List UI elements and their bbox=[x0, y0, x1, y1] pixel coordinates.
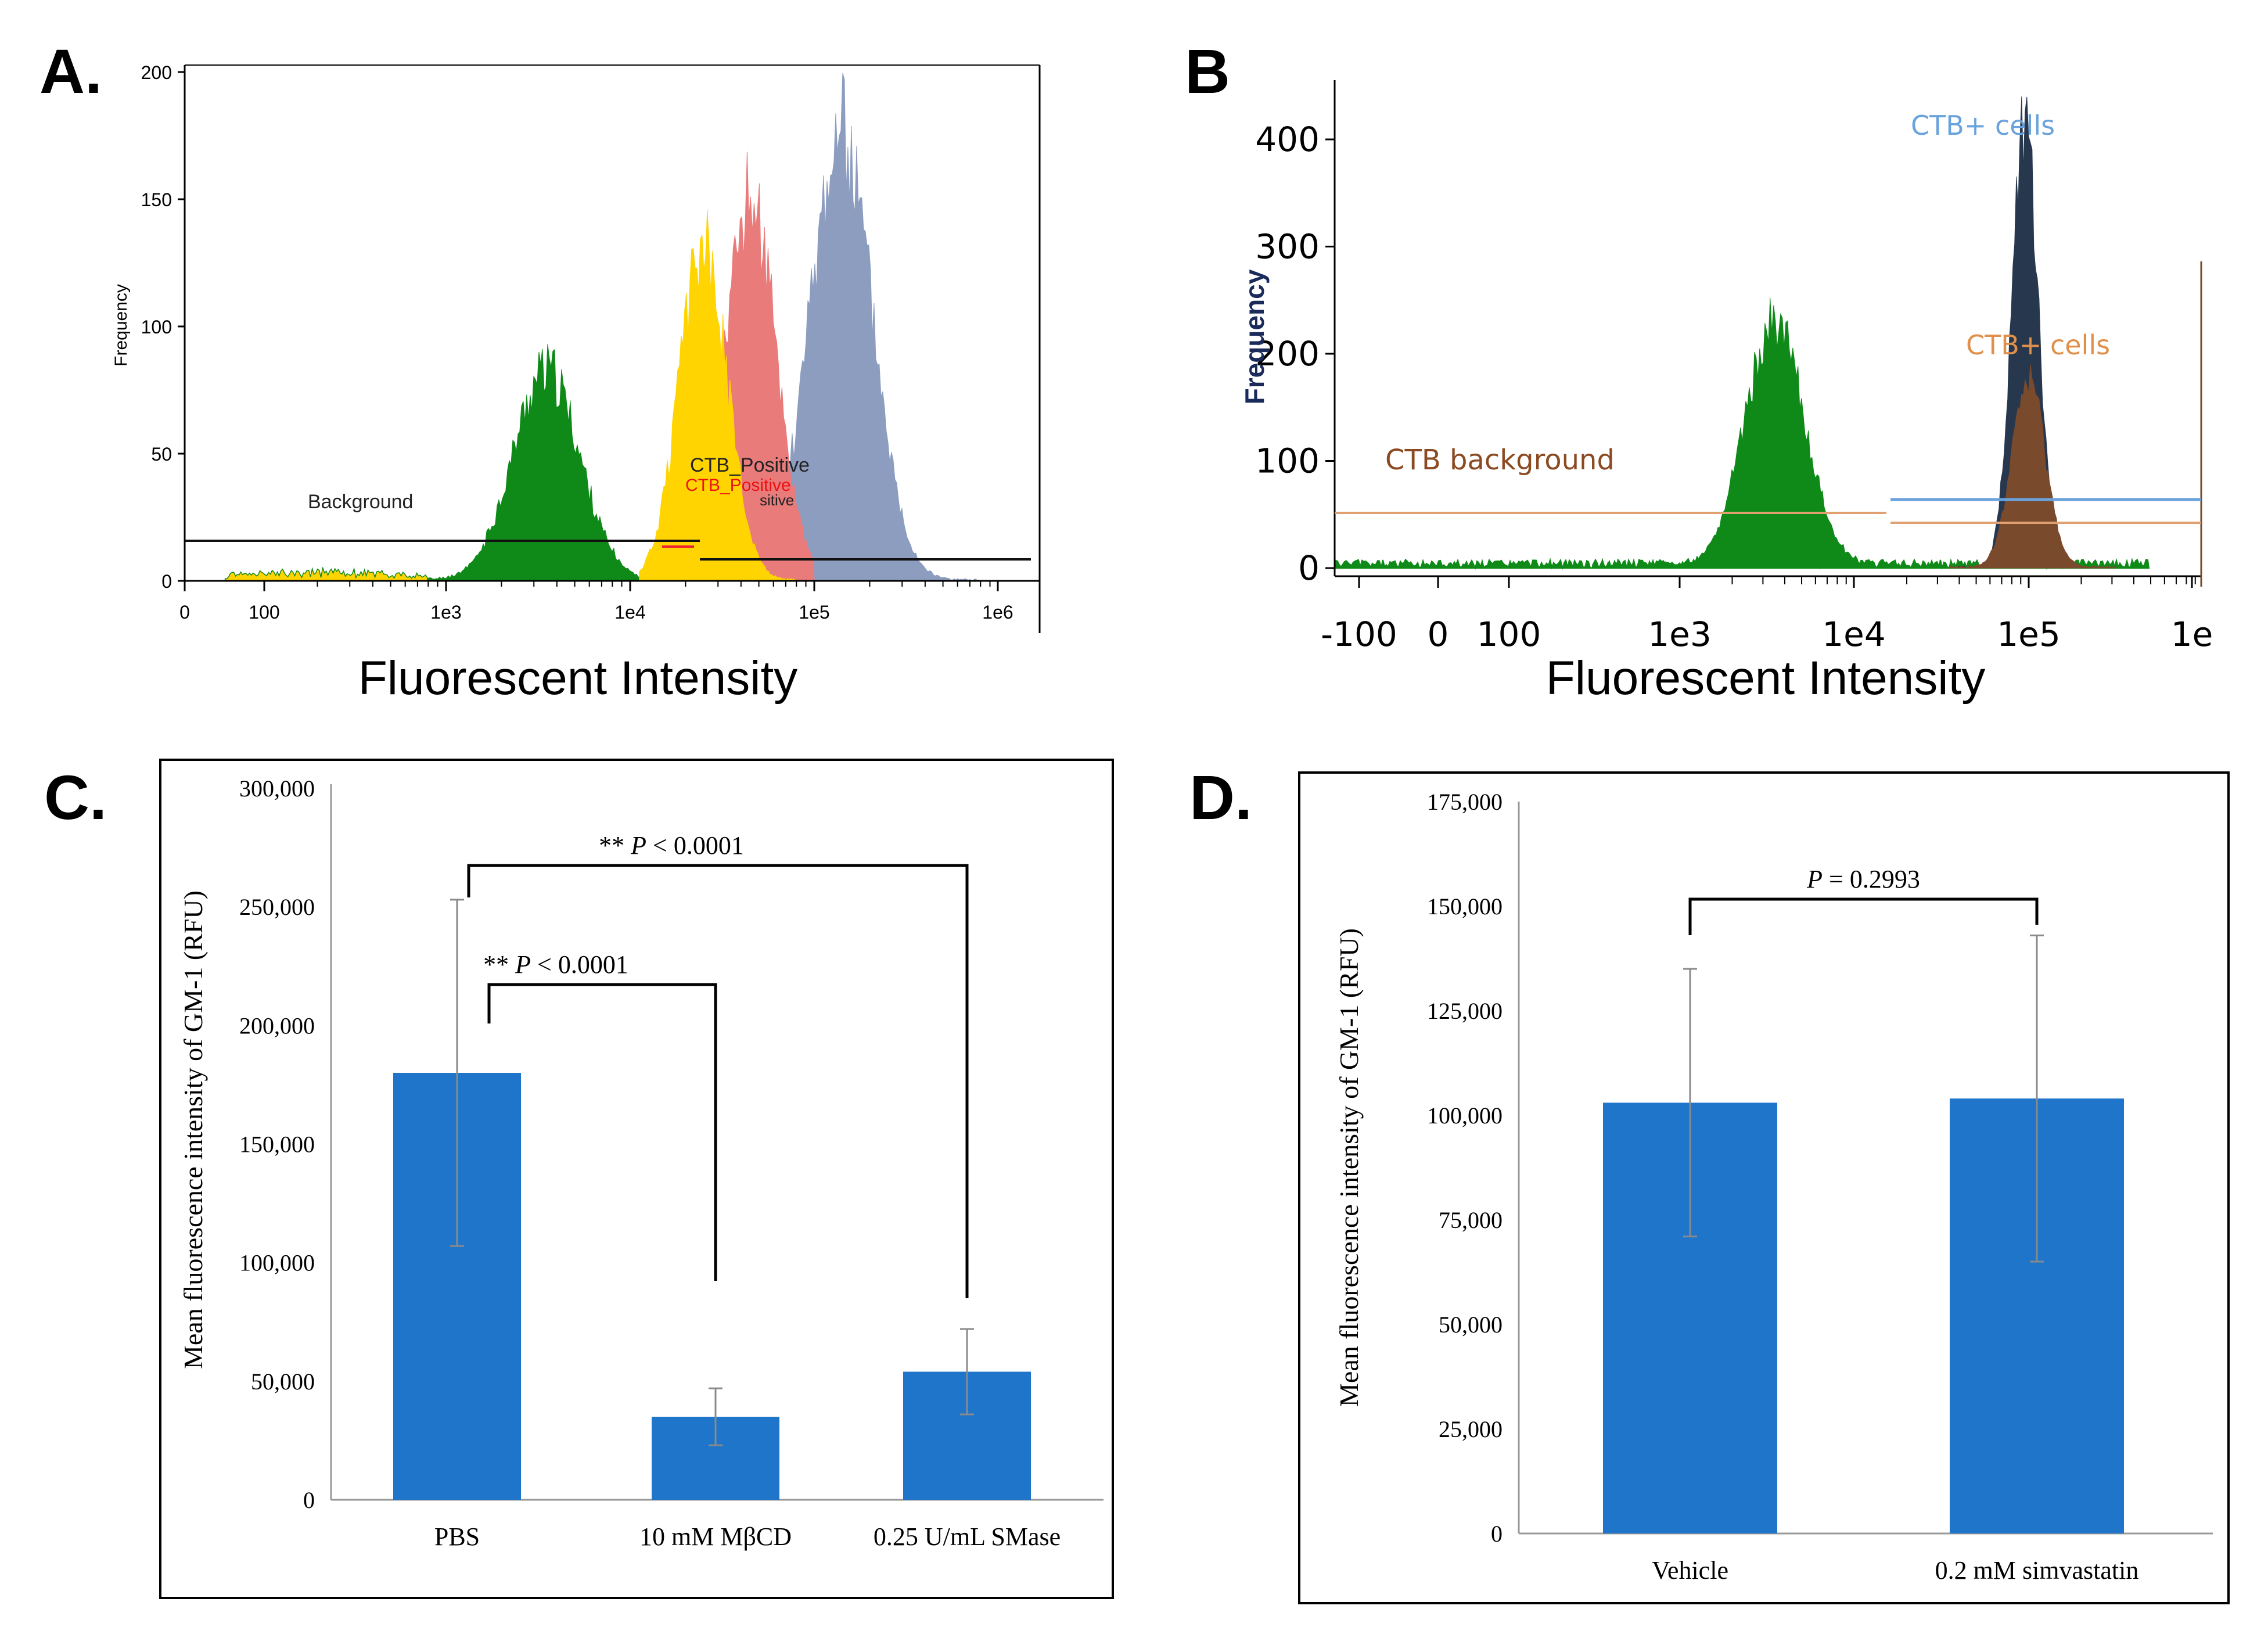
panel-a-annotation-sitive: sitive bbox=[760, 491, 794, 509]
panel-c-y-ticks: 0 50,000 100,000 150,000 200,000 250,000 300,0… bbox=[239, 775, 315, 1513]
panel-c-p-value: ** P < 0.0001 bbox=[483, 950, 628, 979]
panel-b-annotation-ctb-orange: CTB+ cells bbox=[1966, 329, 2110, 361]
panel-d-category-label: Vehicle bbox=[1652, 1556, 1728, 1585]
panel-d-y-label: Mean fluorescence intensity of GM-1 (RFU… bbox=[1334, 928, 1364, 1407]
panel-b-x-label: Fluorescent Intensity bbox=[1546, 652, 1986, 705]
panel-a-y-tick-label: 50 bbox=[151, 444, 172, 465]
panel-d-bars bbox=[1603, 934, 2124, 1533]
panel-a-y-tick-label: 200 bbox=[141, 62, 172, 83]
panel-b-x-tick-label: 1e4 bbox=[1822, 615, 1886, 654]
panel-a-x-tick-label: 100 bbox=[249, 602, 279, 623]
panel-a-annotation-background: Background bbox=[308, 491, 413, 513]
panel-b-y-ticks: 0 100 200 300 400 bbox=[1255, 120, 1335, 588]
panel-d-significance-bracket bbox=[1688, 897, 2039, 935]
panel-b-y-tick-label: 400 bbox=[1255, 120, 1320, 159]
panel-a-x-label: Fluorescent Intensity bbox=[358, 652, 798, 705]
panel-b-x-tick-label: 0 bbox=[1428, 615, 1449, 654]
panel-d-p-value: P = 0.2993 bbox=[1806, 865, 1920, 893]
panel-d-y-tick-label: 75,000 bbox=[1439, 1207, 1503, 1233]
panel-a-y-tick-label: 100 bbox=[141, 317, 172, 337]
panel-c-y-tick-label: 100,000 bbox=[239, 1250, 315, 1276]
panel-label-b: B bbox=[1185, 36, 1230, 106]
panel-c-y-tick-label: 200,000 bbox=[239, 1012, 315, 1039]
panel-b-x-tick-label: 100 bbox=[1477, 615, 1541, 654]
panel-d-y-tick-label: 175,000 bbox=[1427, 789, 1503, 815]
panel-label-d: D. bbox=[1189, 762, 1252, 832]
panel-a-y-ticks: 0 50 100 150 200 bbox=[141, 62, 185, 592]
panel-b-y-tick-label: 100 bbox=[1255, 441, 1320, 481]
panel-c-comparisons: ** P < 0.0001 ** P < 0.0001 bbox=[467, 831, 969, 1298]
panel-label-c: C. bbox=[44, 762, 107, 832]
panel-b-x-ticks: -100 0 100 1e3 1e4 1e5 1e bbox=[1321, 576, 2213, 654]
panel-d-bar-chart: 0 25,000 50,000 75,000 100,000 125,000 150,000… bbox=[1298, 771, 2230, 1604]
panel-c-p-value: ** P < 0.0001 bbox=[599, 831, 744, 860]
panel-b-x-tick-label: 1e bbox=[2171, 615, 2213, 654]
panel-d-category-labels: Vehicle 0.2 mM simvastatin bbox=[1652, 1556, 2138, 1585]
panel-c-y-tick-label: 50,000 bbox=[251, 1369, 315, 1395]
panel-a-x-ticks: 0 100 1e3 1e4 1e5 1e6 bbox=[179, 581, 1013, 623]
panel-b-hist-brown bbox=[1950, 364, 2116, 569]
panel-c-y-tick-label: 150,000 bbox=[239, 1132, 315, 1158]
panel-c-y-tick-label: 300,000 bbox=[239, 775, 315, 802]
panel-a-hist-green bbox=[390, 344, 649, 581]
panel-b-annotation-ctb-blue: CTB+ cells bbox=[1911, 110, 2055, 141]
panel-b-hist-green bbox=[1592, 298, 1872, 569]
panel-d-y-tick-label: 150,000 bbox=[1427, 893, 1503, 920]
panel-d-y-tick-label: 50,000 bbox=[1439, 1312, 1503, 1338]
panel-a-annotation-ctb-positive-red: CTB_Positive bbox=[685, 476, 791, 495]
panel-a-y-tick-label: 150 bbox=[141, 189, 172, 210]
panel-a-hist-slate bbox=[759, 73, 980, 581]
panel-a-annotation-ctb-positive: CTB_Positive bbox=[690, 454, 810, 476]
panel-d-y-tick-label: 100,000 bbox=[1427, 1102, 1503, 1129]
panel-b-x-tick-label: 1e3 bbox=[1648, 615, 1712, 654]
panel-c-y-label: Mean fluorescence intensity of GM-1 (RFU… bbox=[178, 890, 208, 1369]
panel-d-y-tick-label: 25,000 bbox=[1439, 1416, 1503, 1442]
panel-d-y-ticks: 0 25,000 50,000 75,000 100,000 125,000 150,000… bbox=[1427, 789, 1503, 1547]
panel-c-category-label: 10 mM MβCD bbox=[639, 1522, 792, 1551]
panel-c-category-label: PBS bbox=[434, 1522, 480, 1551]
panel-d-y-tick-label: 125,000 bbox=[1427, 998, 1503, 1024]
panel-c-y-tick-label: 0 bbox=[303, 1487, 315, 1513]
panel-c-category-label: 0.25 U/mL SMase bbox=[874, 1522, 1061, 1551]
panel-d-comparisons: P = 0.2993 bbox=[1688, 865, 2039, 935]
panel-c-y-tick-label: 250,000 bbox=[239, 894, 315, 920]
panel-b-x-tick-label: -100 bbox=[1321, 615, 1397, 654]
panel-c-frame bbox=[159, 759, 1114, 1599]
panel-a-histograms bbox=[224, 73, 980, 581]
panel-d-frame bbox=[1298, 771, 2230, 1604]
panel-c-significance-bracket bbox=[467, 864, 969, 1298]
panel-a-x-tick-label: 1e3 bbox=[430, 602, 461, 623]
panel-a-x-tick-label: 1e4 bbox=[614, 602, 645, 623]
panel-b-y-tick-label: 0 bbox=[1298, 548, 1320, 588]
panel-b-histograms bbox=[1335, 96, 2150, 570]
panel-a-x-tick-label: 1e6 bbox=[982, 602, 1013, 623]
panel-d-category-label: 0.2 mM simvastatin bbox=[1935, 1556, 2139, 1585]
panel-a-y-label: Frequency bbox=[112, 284, 131, 367]
panel-c-bars bbox=[393, 899, 1031, 1500]
panel-b-y-tick-label: 300 bbox=[1255, 227, 1320, 267]
panel-b-x-tick-label: 1e5 bbox=[1997, 615, 2061, 654]
panel-a-y-tick-label: 0 bbox=[161, 571, 172, 592]
panel-d-y-tick-label: 0 bbox=[1491, 1521, 1503, 1547]
panel-a-hist-yellow bbox=[639, 209, 797, 581]
panel-a-x-tick-label: 1e5 bbox=[799, 602, 829, 623]
panel-b-annotation-ctb-background: CTB background bbox=[1385, 444, 1615, 476]
panel-label-a: A. bbox=[39, 36, 102, 106]
panel-c-bar-chart: 0 50,000 100,000 150,000 200,000 250,000 300,0… bbox=[159, 759, 1114, 1599]
panel-a-hist-low-tail bbox=[224, 567, 429, 581]
panel-c-category-labels: PBS 10 mM MβCD 0.25 U/mL SMase bbox=[434, 1522, 1061, 1551]
panel-b-y-label: Frequency bbox=[1239, 269, 1270, 404]
panel-a-x-tick-label: 0 bbox=[179, 602, 190, 623]
panel-c-significance-bracket bbox=[487, 983, 717, 1281]
panel-b-y-tick-label: 200 bbox=[1255, 334, 1320, 373]
